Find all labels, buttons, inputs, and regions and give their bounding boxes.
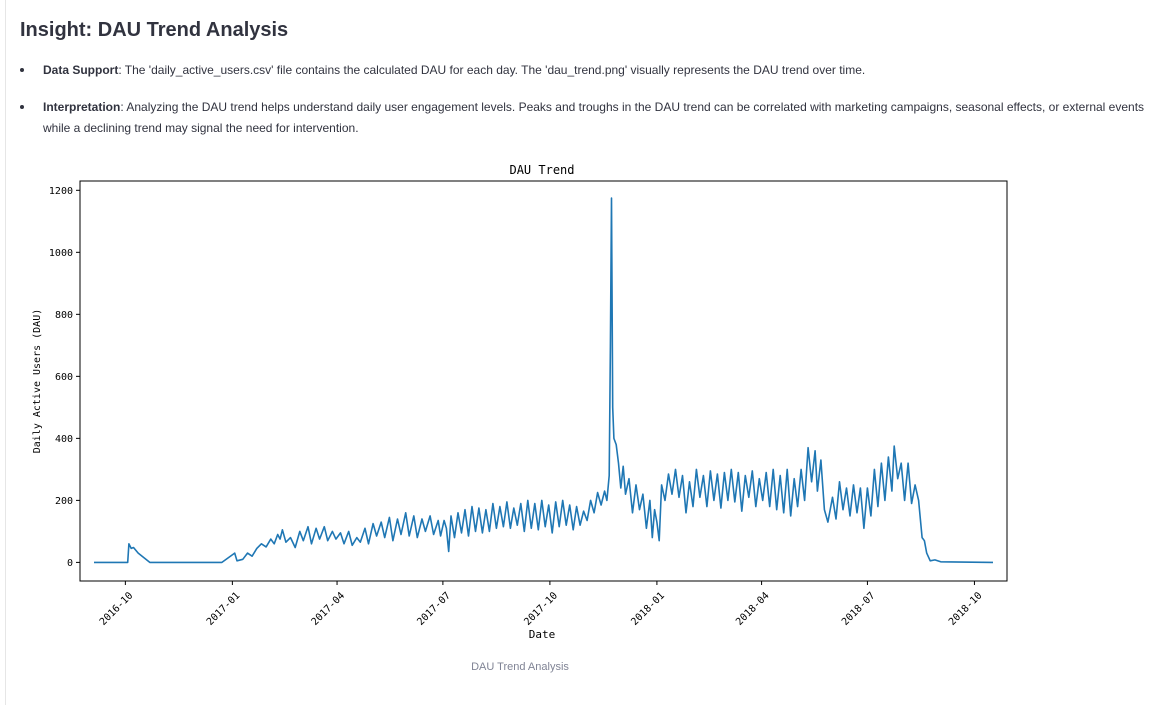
bullet-interpretation: Interpretation: Analyzing the DAU trend …	[20, 97, 1175, 139]
y-axis-label: Daily Active Users (DAU)	[32, 309, 43, 454]
x-tick-label: 2017-07	[415, 590, 453, 628]
x-tick-label: 2018-07	[840, 590, 878, 628]
y-tick-label: 200	[55, 496, 73, 507]
y-tick-label: 1200	[49, 186, 73, 197]
x-axis: 2016-10 2017-01 2017-04 2017-07 2017-10 2018-…	[98, 581, 985, 628]
insight-bullets: Data Support: The 'daily_active_users.cs…	[20, 60, 1175, 139]
page-heading: Insight: DAU Trend Analysis	[20, 19, 289, 41]
bullet-text: : The 'daily_active_users.csv' file cont…	[118, 63, 866, 77]
y-tick-label: 0	[67, 558, 73, 569]
y-tick-label: 400	[55, 434, 73, 445]
left-border	[5, 0, 6, 705]
x-tick-label: 2016-10	[98, 590, 136, 628]
bullet-data-support: Data Support: The 'daily_active_users.cs…	[20, 60, 1175, 81]
x-tick-label: 2017-10	[522, 590, 560, 628]
x-tick-label: 2017-04	[310, 590, 348, 628]
dau-chart: DAU Trend 0 200 400 600 800 1000 1200 2016-10 2…	[20, 155, 1020, 650]
bullet-text: : Analyzing the DAU trend helps understa…	[120, 100, 1145, 114]
x-tick-label: 2018-10	[947, 590, 985, 628]
x-tick-label: 2018-01	[629, 590, 667, 628]
x-tick-label: 2017-01	[205, 590, 243, 628]
y-tick-label: 600	[55, 372, 73, 383]
bullet-label: Interpretation	[43, 100, 121, 114]
chart-caption: DAU Trend Analysis	[471, 661, 569, 673]
main-content: Insight: DAU Trend Analysis Data Support…	[20, 0, 1175, 705]
plot-area-frame	[79, 180, 1008, 582]
bullet-text-continued: while a declining trend may signal the n…	[43, 121, 359, 135]
y-tick-label: 800	[55, 310, 73, 321]
x-axis-label: Date	[529, 628, 556, 641]
x-tick-label: 2018-04	[734, 590, 772, 628]
bullet-label: Data Support	[43, 63, 119, 77]
y-tick-label: 1000	[49, 248, 73, 259]
y-axis: 0 200 400 600 800 1000 1200	[49, 186, 80, 569]
chart-title: DAU Trend	[509, 163, 574, 177]
dau-series-line	[94, 197, 994, 564]
